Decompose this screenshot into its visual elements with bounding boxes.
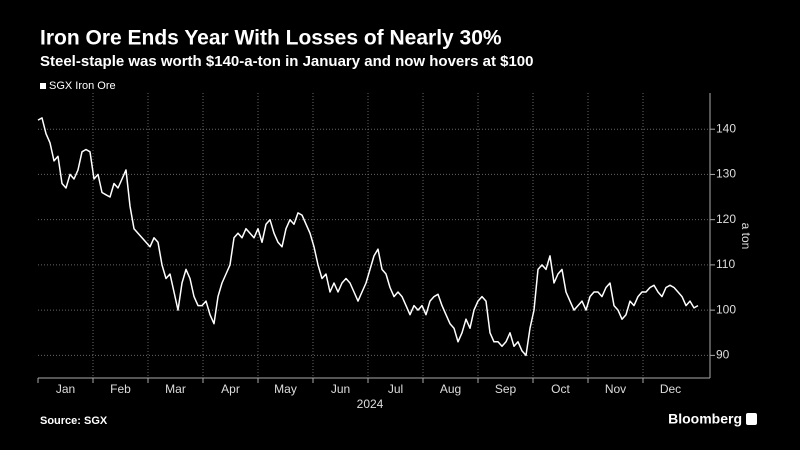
y-tick-label: 90: [716, 348, 730, 362]
x-tick-label: May: [274, 382, 297, 396]
x-tick-label: Mar: [165, 382, 186, 396]
y-tick-label: 130: [716, 167, 736, 181]
x-tick-label: Sep: [495, 382, 517, 396]
brand-icon: [746, 413, 757, 425]
legend-label: SGX Iron Ore: [49, 80, 116, 92]
x-tick-label: Feb: [110, 382, 131, 396]
brand: Bloomberg: [668, 411, 742, 427]
y-tick-label: 140: [716, 121, 736, 135]
x-tick-label: Jul: [388, 382, 403, 396]
x-axis-label: 2024: [357, 397, 384, 411]
x-tick-label: Jun: [331, 382, 350, 396]
source: Source: SGX: [40, 415, 108, 427]
x-tick-label: Apr: [221, 382, 240, 396]
y-tick-label: 100: [716, 302, 736, 316]
chart-subtitle: Steel-staple was worth $140-a-ton in Jan…: [40, 53, 534, 70]
x-tick-label: Dec: [660, 382, 681, 396]
y-tick-label: 110: [716, 257, 735, 271]
chart-title: Iron Ore Ends Year With Losses of Nearly…: [40, 27, 502, 50]
y-axis-label: a ton: [739, 223, 753, 250]
legend-swatch: [40, 83, 46, 89]
y-tick-label: 120: [716, 212, 736, 226]
x-tick-label: Oct: [551, 382, 570, 396]
x-tick-label: Aug: [440, 382, 461, 396]
line: [37, 117, 699, 357]
x-tick-label: Jan: [56, 382, 75, 396]
x-tick-label: Nov: [605, 382, 626, 396]
